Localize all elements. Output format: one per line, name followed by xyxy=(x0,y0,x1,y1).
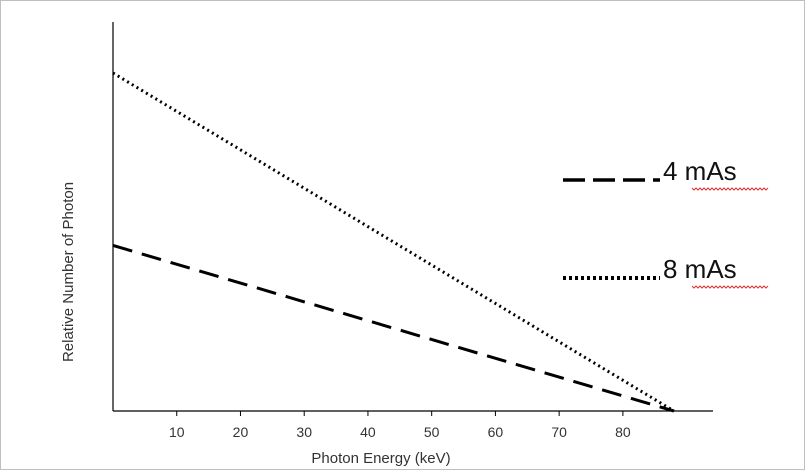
series-lines xyxy=(112,71,675,413)
x-tick-label: 60 xyxy=(488,424,504,440)
x-axis-title: Photon Energy (keV) xyxy=(311,450,450,467)
y-axis-title: Relative Number of Photon xyxy=(60,182,77,362)
x-ticks: 10 20 30 40 50 60 70 80 xyxy=(169,411,631,440)
x-tick-label: 50 xyxy=(424,424,440,440)
series-line-4-mas xyxy=(112,243,675,413)
x-tick-label: 30 xyxy=(296,424,312,440)
x-tick-label: 10 xyxy=(169,424,185,440)
legend: 4 mAs 8 mAs xyxy=(563,156,769,289)
legend-label: 4 mAs xyxy=(663,156,737,186)
x-tick-label: 20 xyxy=(233,424,249,440)
series-line-8-mas xyxy=(112,71,675,413)
x-tick-label: 70 xyxy=(551,424,567,440)
axes xyxy=(112,22,713,412)
spellcheck-underline xyxy=(691,285,769,289)
x-tick-label: 40 xyxy=(360,424,376,440)
legend-label: 8 mAs xyxy=(663,254,737,284)
x-tick-label: 80 xyxy=(615,424,631,440)
spellcheck-underline xyxy=(691,187,769,191)
